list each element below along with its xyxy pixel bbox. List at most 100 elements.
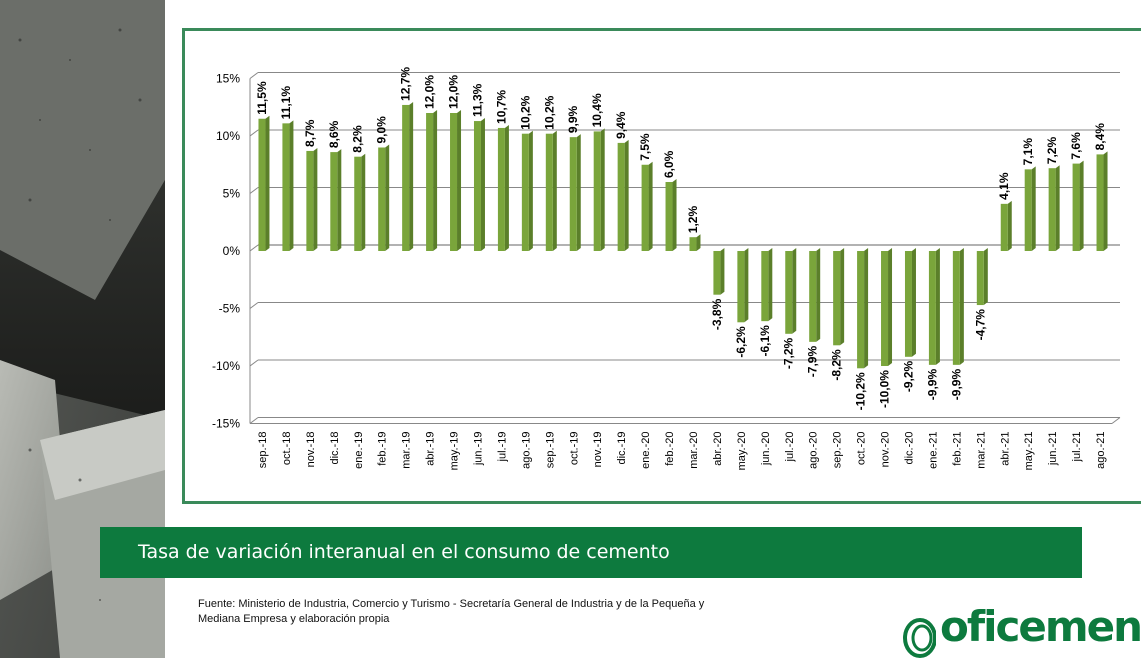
bar-side bbox=[648, 161, 653, 251]
data-label: 8,4% bbox=[1093, 123, 1107, 151]
data-label: 1,2% bbox=[686, 206, 700, 234]
x-tick-label: jul.-19 bbox=[496, 432, 508, 463]
bar-side bbox=[313, 147, 318, 251]
bar bbox=[1096, 154, 1104, 251]
x-tick-label: jun.-19 bbox=[472, 432, 484, 467]
gridline-stub bbox=[249, 187, 259, 194]
bar-side bbox=[1031, 166, 1036, 251]
x-tick-label: feb.-19 bbox=[377, 432, 389, 466]
data-label: 11,3% bbox=[470, 83, 484, 117]
bar-side bbox=[816, 248, 821, 342]
bar bbox=[521, 133, 529, 251]
y-tick-label: 5% bbox=[223, 187, 241, 201]
data-label: 4,1% bbox=[997, 172, 1011, 200]
logo-wordmark: oficemen bbox=[940, 608, 1141, 651]
bar-side bbox=[840, 248, 845, 346]
bar-side bbox=[911, 248, 916, 357]
bar bbox=[785, 251, 793, 334]
gridline-stub bbox=[249, 129, 259, 137]
bar bbox=[402, 104, 410, 251]
gridline-stub bbox=[249, 244, 259, 252]
y-tick-label: -15% bbox=[212, 417, 240, 431]
gridline-stub bbox=[249, 359, 259, 367]
bar-side bbox=[983, 248, 988, 306]
x-tick-label: ago.-20 bbox=[808, 432, 820, 469]
data-label: 11,1% bbox=[279, 86, 293, 120]
y-tick-label: -5% bbox=[219, 302, 241, 316]
bar bbox=[713, 251, 721, 295]
bar bbox=[426, 113, 434, 251]
bar-side bbox=[672, 179, 677, 251]
bar bbox=[881, 251, 889, 366]
bar bbox=[473, 121, 481, 251]
data-label: 7,6% bbox=[1069, 132, 1083, 160]
bar-side bbox=[959, 248, 964, 365]
data-label: 12,7% bbox=[399, 67, 413, 101]
data-label: 8,2% bbox=[351, 125, 365, 153]
bar-side bbox=[576, 134, 581, 251]
data-label: 9,4% bbox=[614, 111, 628, 139]
data-label: -4,7% bbox=[973, 309, 987, 341]
bar-side bbox=[744, 248, 749, 323]
bar bbox=[378, 147, 386, 251]
data-label: 7,2% bbox=[1045, 137, 1059, 165]
bar bbox=[761, 251, 769, 322]
bar-side bbox=[409, 101, 414, 251]
y-tick-label: 10% bbox=[216, 129, 240, 143]
y-tick-label: -10% bbox=[212, 359, 240, 373]
bar bbox=[809, 251, 817, 342]
data-label: 6,0% bbox=[662, 150, 676, 178]
data-label: -8,2% bbox=[830, 349, 844, 381]
data-label: -9,9% bbox=[925, 369, 939, 401]
x-tick-label: ago.-21 bbox=[1095, 432, 1107, 469]
bar-side bbox=[888, 248, 893, 366]
bar bbox=[330, 152, 338, 251]
x-tick-label: sep.-18 bbox=[257, 432, 269, 469]
floor-edge bbox=[1111, 417, 1121, 424]
x-tick-label: dic.-18 bbox=[329, 432, 341, 465]
x-tick-label: oct.-18 bbox=[281, 432, 293, 466]
bar bbox=[976, 251, 984, 306]
gridline-stub bbox=[249, 417, 259, 424]
bar bbox=[833, 251, 841, 346]
x-tick-label: may.-21 bbox=[1023, 432, 1035, 471]
source-line-2: Mediana Empresa y elaboración propia bbox=[198, 613, 390, 625]
bar-side bbox=[624, 139, 629, 251]
data-label: -7,9% bbox=[806, 346, 820, 378]
bar-side bbox=[600, 128, 605, 251]
bar bbox=[497, 127, 505, 251]
data-label: -10,2% bbox=[854, 372, 868, 410]
bar bbox=[857, 251, 865, 369]
bar bbox=[617, 142, 625, 251]
x-tick-label: abr.-21 bbox=[999, 432, 1011, 466]
bar bbox=[282, 123, 290, 251]
bar-side bbox=[385, 144, 390, 251]
concrete-blocks-image bbox=[0, 0, 165, 658]
bar-side bbox=[265, 115, 270, 251]
data-label: -3,8% bbox=[710, 298, 724, 330]
bar bbox=[545, 133, 553, 251]
chart-title-banner: Tasa de variación interanual en el consu… bbox=[100, 527, 1082, 578]
data-label: 7,5% bbox=[638, 133, 652, 161]
oficemen-logo: oficemen bbox=[898, 608, 1141, 658]
x-tick-label: nov.-20 bbox=[880, 432, 892, 468]
bar bbox=[665, 182, 673, 251]
x-tick-label: ene.-20 bbox=[640, 432, 652, 469]
bar-side bbox=[792, 248, 797, 334]
bar bbox=[1000, 203, 1008, 251]
bar-side bbox=[528, 130, 533, 251]
bar bbox=[306, 150, 314, 251]
data-label: 10,2% bbox=[542, 95, 556, 129]
bar-side bbox=[1103, 151, 1108, 251]
bar-side bbox=[552, 130, 557, 251]
bar bbox=[641, 164, 649, 251]
x-tick-label: jun.-20 bbox=[760, 432, 772, 467]
bar-side bbox=[1079, 160, 1084, 251]
x-tick-label: jul.-21 bbox=[1071, 432, 1083, 463]
x-tick-label: dic.-20 bbox=[903, 432, 915, 465]
bar-side bbox=[720, 248, 725, 295]
x-tick-label: mar.-20 bbox=[688, 432, 700, 469]
bar-side bbox=[433, 110, 438, 251]
bar bbox=[904, 251, 912, 357]
data-label: 7,1% bbox=[1021, 138, 1035, 166]
